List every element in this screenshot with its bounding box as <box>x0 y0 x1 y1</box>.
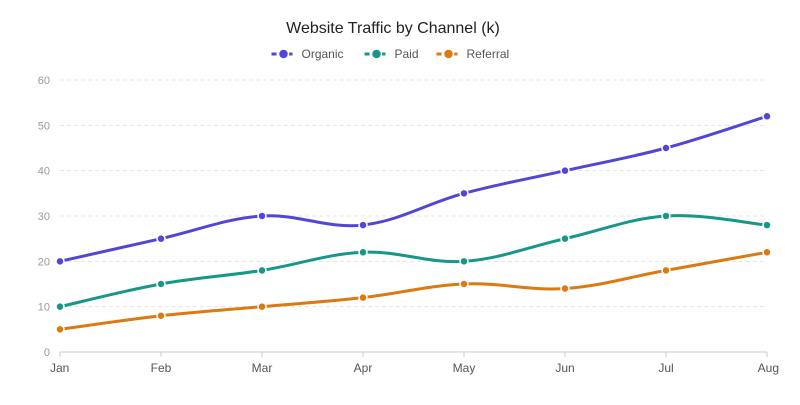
legend-label: Organic <box>302 47 344 61</box>
x-tick-label: May <box>453 361 476 375</box>
data-point-paid[interactable] <box>358 247 368 258</box>
chart-title: Website Traffic by Channel (k) <box>286 20 500 37</box>
legend-swatch-marker <box>277 48 290 60</box>
data-point-referral[interactable] <box>156 310 166 321</box>
series-line-referral <box>58 250 769 331</box>
data-point-paid[interactable] <box>257 265 267 276</box>
data-point-organic[interactable] <box>257 211 267 221</box>
series-line-organic <box>58 114 769 263</box>
x-tick-label: Mar <box>252 361 273 375</box>
series-group <box>55 111 772 335</box>
data-point-organic[interactable] <box>661 143 671 153</box>
data-point-referral[interactable] <box>459 279 469 289</box>
y-tick-label: 20 <box>38 256 50 268</box>
y-tick-label: 30 <box>38 211 50 223</box>
data-point-organic[interactable] <box>459 188 469 199</box>
data-point-organic[interactable] <box>762 111 772 122</box>
data-point-paid[interactable] <box>762 220 772 230</box>
y-tick-label: 0 <box>44 347 50 359</box>
data-point-referral[interactable] <box>257 301 267 312</box>
legend-swatch-marker <box>442 48 455 60</box>
x-tick-label: Jun <box>555 361 574 375</box>
legend-item-paid[interactable]: Paid <box>364 47 419 61</box>
y-axis: 0 10 20 30 40 50 60 <box>38 75 50 359</box>
data-point-organic[interactable] <box>560 165 570 176</box>
series-paid <box>55 211 772 312</box>
y-tick-label: 60 <box>38 75 50 87</box>
legend-item-referral[interactable]: Referral <box>436 47 510 61</box>
x-tick-label: Jan <box>50 361 69 375</box>
series-organic <box>55 111 772 267</box>
x-tick-label: Feb <box>151 361 172 375</box>
data-point-paid[interactable] <box>156 279 166 289</box>
data-point-paid[interactable] <box>661 211 671 221</box>
data-point-referral[interactable] <box>661 265 671 276</box>
legend-label: Paid <box>395 47 419 61</box>
series-referral <box>55 247 772 335</box>
data-point-referral[interactable] <box>55 324 65 335</box>
legend-item-organic[interactable]: Organic <box>271 47 344 61</box>
y-tick-label: 40 <box>38 166 50 178</box>
data-point-organic[interactable] <box>55 256 65 267</box>
x-axis: Jan Feb Mar Apr May Jun Jul Aug <box>50 351 779 375</box>
data-point-referral[interactable] <box>560 283 570 294</box>
data-point-organic[interactable] <box>156 233 166 244</box>
x-tick-label: Jul <box>658 361 673 375</box>
data-point-paid[interactable] <box>560 233 570 244</box>
y-tick-label: 50 <box>38 120 50 132</box>
x-tick-label: Apr <box>354 361 373 375</box>
data-point-organic[interactable] <box>358 220 368 230</box>
data-point-referral[interactable] <box>762 247 772 258</box>
gridlines <box>60 79 767 308</box>
legend-label: Referral <box>467 47 510 61</box>
y-tick-label: 10 <box>38 302 50 314</box>
data-point-referral[interactable] <box>358 292 368 303</box>
x-tick-label: Aug <box>758 361 779 375</box>
legend-swatch-marker <box>370 48 383 60</box>
legend: Organic Paid Referral <box>271 47 510 61</box>
series-line-paid <box>58 214 769 309</box>
data-point-paid[interactable] <box>55 301 65 312</box>
data-point-paid[interactable] <box>459 256 469 267</box>
